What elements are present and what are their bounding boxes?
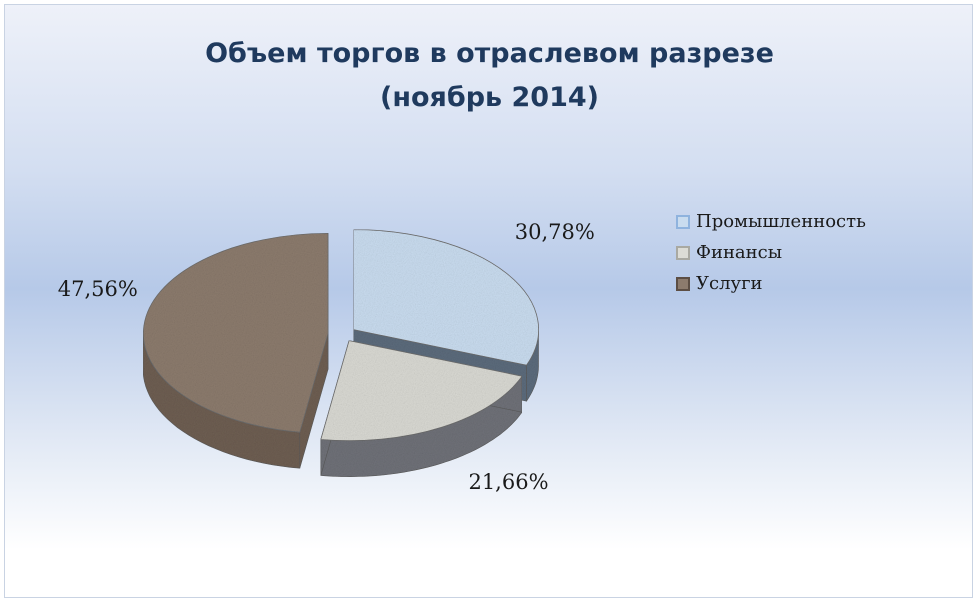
legend-swatch bbox=[676, 276, 690, 291]
legend-label: Промышленность bbox=[696, 211, 866, 232]
legend-label: Услуги bbox=[696, 273, 763, 294]
legend-label: Финансы bbox=[696, 242, 783, 263]
legend-swatch bbox=[676, 245, 690, 260]
data-label: 21,66% bbox=[468, 470, 548, 494]
legend-item: Финансы bbox=[676, 237, 866, 268]
data-label: 47,56% bbox=[58, 277, 138, 301]
chart-title-line-2: (ноябрь 2014) bbox=[379, 82, 600, 113]
legend-swatch bbox=[676, 214, 690, 229]
legend: Промышленность Финансы Услуги bbox=[676, 206, 866, 299]
legend-item: Услуги bbox=[676, 268, 866, 299]
data-label: 30,78% bbox=[515, 220, 595, 244]
pie-slice bbox=[142, 232, 329, 469]
pie-slice bbox=[320, 340, 523, 478]
legend-item: Промышленность bbox=[676, 206, 866, 237]
chart-title-line-1: Объем торгов в отраслевом разрезе bbox=[205, 38, 774, 69]
